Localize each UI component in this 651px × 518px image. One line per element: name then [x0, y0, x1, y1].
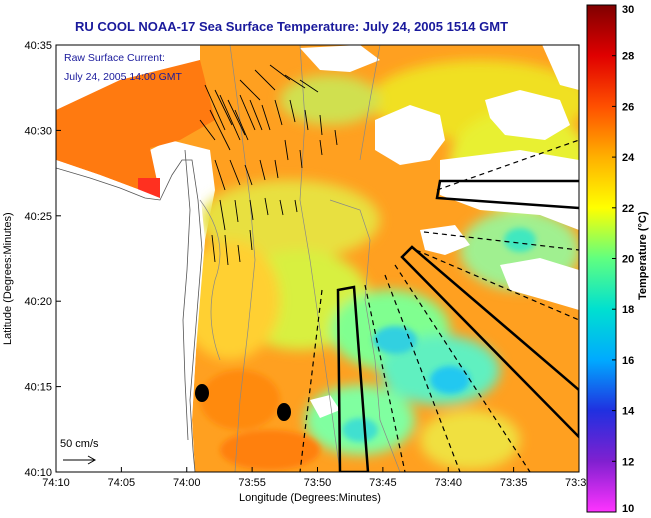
colorbar-tick-label: 26	[622, 101, 634, 113]
colorbar-label: Temperature (°C)	[637, 211, 649, 300]
station-marker	[277, 403, 291, 421]
x-tick-label: 74:10	[42, 477, 70, 489]
colorbar-tick-label: 18	[622, 304, 634, 316]
x-tick-label: 73:40	[434, 477, 462, 489]
x-tick-label: 73:45	[369, 477, 397, 489]
y-tick-label: 40:15	[24, 382, 52, 394]
x-tick-label: 73:50	[304, 477, 332, 489]
colorbar-tick-label: 28	[622, 51, 634, 63]
colorbar-tick-label: 16	[622, 355, 634, 367]
x-tick-label: 74:00	[173, 477, 201, 489]
sst-map	[56, 45, 579, 472]
y-axis: 40:35 40:30 40:25 40:20 40:15 40:10	[24, 40, 61, 479]
no-data-patches	[300, 45, 579, 418]
y-tick-label: 40:25	[24, 211, 52, 223]
current-time: July 24, 2005 14:00 GMT	[64, 71, 182, 83]
land	[56, 150, 205, 472]
y-tick-label: 40:10	[24, 467, 52, 479]
current-label: Raw Surface Current:	[64, 52, 165, 64]
x-axis: 74:10 74:05 74:00 73:55 73:50 73:45 73:40 73:35…	[42, 467, 586, 489]
x-tick-label: 73:35	[500, 477, 528, 489]
scale-label: 50 cm/s	[60, 438, 99, 450]
colorbar-tick-label: 14	[622, 406, 635, 418]
colorbar-tick-label: 24	[622, 152, 635, 164]
y-axis-label: Latitude (Degrees:Minutes)	[2, 212, 14, 345]
colorbar-tick-label: 12	[622, 456, 634, 468]
colorbar-ticks: 30 28 26 24 22 20 18 16 14 12 10	[612, 4, 635, 515]
bathymetry-contours	[199, 45, 401, 472]
x-axis-label: Longitude (Degrees:Minutes)	[239, 492, 381, 504]
outlined-regions	[336, 179, 579, 472]
colorbar-tick-label: 10	[622, 503, 634, 515]
colorbar-tick-label: 20	[622, 254, 634, 266]
y-tick-label: 40:30	[24, 125, 52, 137]
x-tick-label: 73:55	[238, 477, 266, 489]
sst-warm-nw	[56, 60, 215, 195]
colorbar-tick-label: 22	[622, 203, 634, 215]
station-marker	[195, 384, 209, 402]
y-tick-label: 40:20	[24, 296, 52, 308]
current-vectors	[199, 64, 338, 266]
x-tick-label: 74:05	[108, 477, 136, 489]
colorbar	[586, 4, 617, 513]
dashed-tracks	[299, 139, 579, 472]
coastline	[56, 149, 203, 472]
y-tick-label: 40:35	[24, 40, 52, 52]
colorbar-tick-label: 30	[622, 4, 634, 16]
chart-title: RU COOL NOAA-17 Sea Surface Temperature:…	[75, 19, 508, 34]
x-tick-label: 73:3	[565, 477, 586, 489]
